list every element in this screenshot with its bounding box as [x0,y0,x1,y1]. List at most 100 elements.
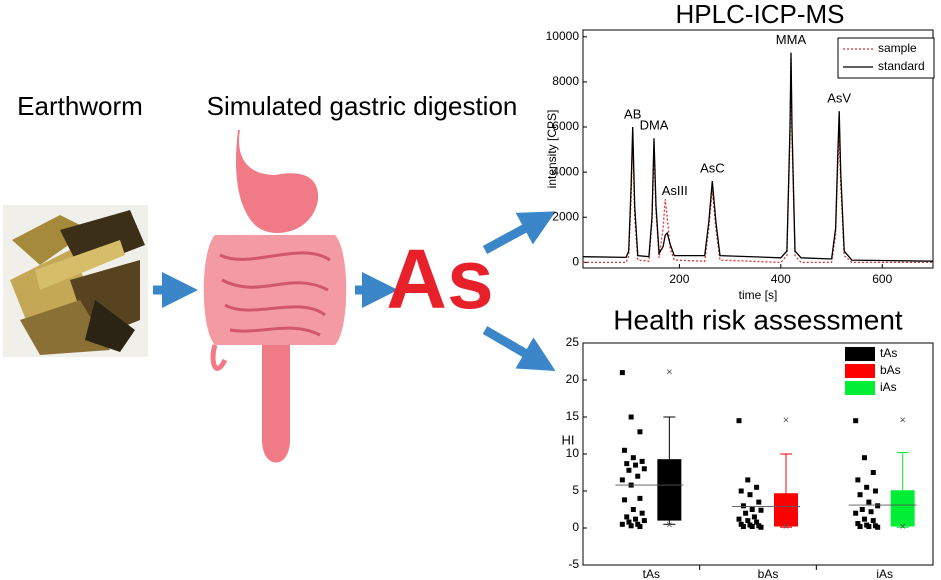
y-tick-label: 5 [572,483,579,497]
arsenic-label: As [386,232,493,326]
data-point [736,418,742,424]
data-point [637,524,643,530]
data-point [870,518,876,524]
y-axis-label: intensity [CPS] [545,110,559,189]
data-point [749,524,755,530]
data-point [870,470,876,475]
box [774,493,798,527]
data-point [745,477,751,483]
extreme-marker: × [783,415,789,427]
legend-label: sample [878,41,917,55]
data-point [756,499,762,505]
peak-label: AB [624,106,641,121]
chromatogram: 0 2000 4000 6000 8000 10000 200 400 600 time [s] i… [545,29,935,302]
extreme-marker: × [666,520,672,532]
data-point [641,518,647,524]
data-point [857,492,863,498]
data-point [637,429,643,435]
extreme-marker: × [899,415,905,427]
data-point [861,516,867,522]
data-point [868,509,874,515]
trace [582,52,934,262]
y-tick-label: 0 [572,255,579,269]
x-axis-label: time [s] [739,288,778,302]
trace [583,59,933,264]
data-point [639,510,645,516]
chart-title: Health risk assessment [613,304,903,335]
y-axis-label: HI [562,432,575,447]
data-point [864,484,870,490]
data-point [622,497,628,503]
legend-box [837,37,935,79]
legend-swatch [845,347,875,361]
data-point [736,516,742,522]
extreme-marker: × [783,521,789,533]
y-tick-label: 10 [566,446,580,460]
legend-label: iAs [880,380,897,394]
data-point [740,524,746,530]
legend-label: standard [878,59,925,73]
peak-label: MMA [776,32,807,47]
legend-swatch [845,381,875,395]
y-tick-label: 10000 [546,29,580,43]
peak-label: AsIII [662,183,688,198]
data-point [639,458,645,464]
data-point [749,507,755,512]
data-point [633,516,639,522]
x-tick-label: 600 [872,272,892,286]
data-point [758,507,764,513]
data-point [853,418,859,424]
x-tick-label: bAs [758,567,779,580]
data-point [866,499,872,505]
y-tick-label: -5 [568,557,579,571]
data-point [626,467,632,473]
chart-title: HPLC-ICP-MS [675,0,844,29]
data-point [745,518,751,524]
y-tick-label: 8000 [552,74,579,88]
earthworm-label: Earthworm [17,91,143,121]
data-point [875,524,881,530]
extreme-marker: × [899,521,905,533]
extreme-marker: × [666,367,672,379]
y-tick-label: 25 [566,335,580,349]
y-tick-label: 2000 [552,209,579,223]
data-point [633,462,639,468]
y-tick-label: 4000 [552,164,579,178]
data-point [866,524,872,530]
data-point [628,414,634,420]
data-point [857,524,863,530]
y-tick-label: 15 [566,409,580,423]
earthworm-photo [3,205,148,357]
arrows [153,211,556,372]
data-point [630,507,636,512]
data-point [738,488,744,494]
data-point [855,521,861,527]
data-point [747,492,753,498]
legend-swatch [845,364,875,378]
data-point [855,477,861,483]
data-point [619,477,625,483]
risk-boxplot: -5 0 5 10 15 20 25 HI tAs bAs iAs × × tAs × × bAs × × iAs [562,335,934,580]
data-point [624,461,630,467]
data-point [619,370,625,376]
data-point [637,495,643,501]
plot-frame [582,29,934,269]
data-point [619,521,625,527]
data-point [754,484,760,490]
legend-label: tAs [880,346,897,360]
data-point [628,523,634,529]
y-tick-label: 6000 [552,119,579,133]
data-point [861,455,867,461]
x-tick-label: iAs [876,567,893,580]
data-point [635,473,641,479]
data-point [751,514,757,520]
x-tick-label: 200 [669,272,689,286]
data-point [754,519,760,525]
y-tick-label: 20 [566,372,580,386]
data-point [875,503,881,509]
data-point [758,524,764,530]
legend-label: bAs [880,363,901,377]
x-tick-label: 400 [771,272,791,286]
data-point [641,466,647,472]
